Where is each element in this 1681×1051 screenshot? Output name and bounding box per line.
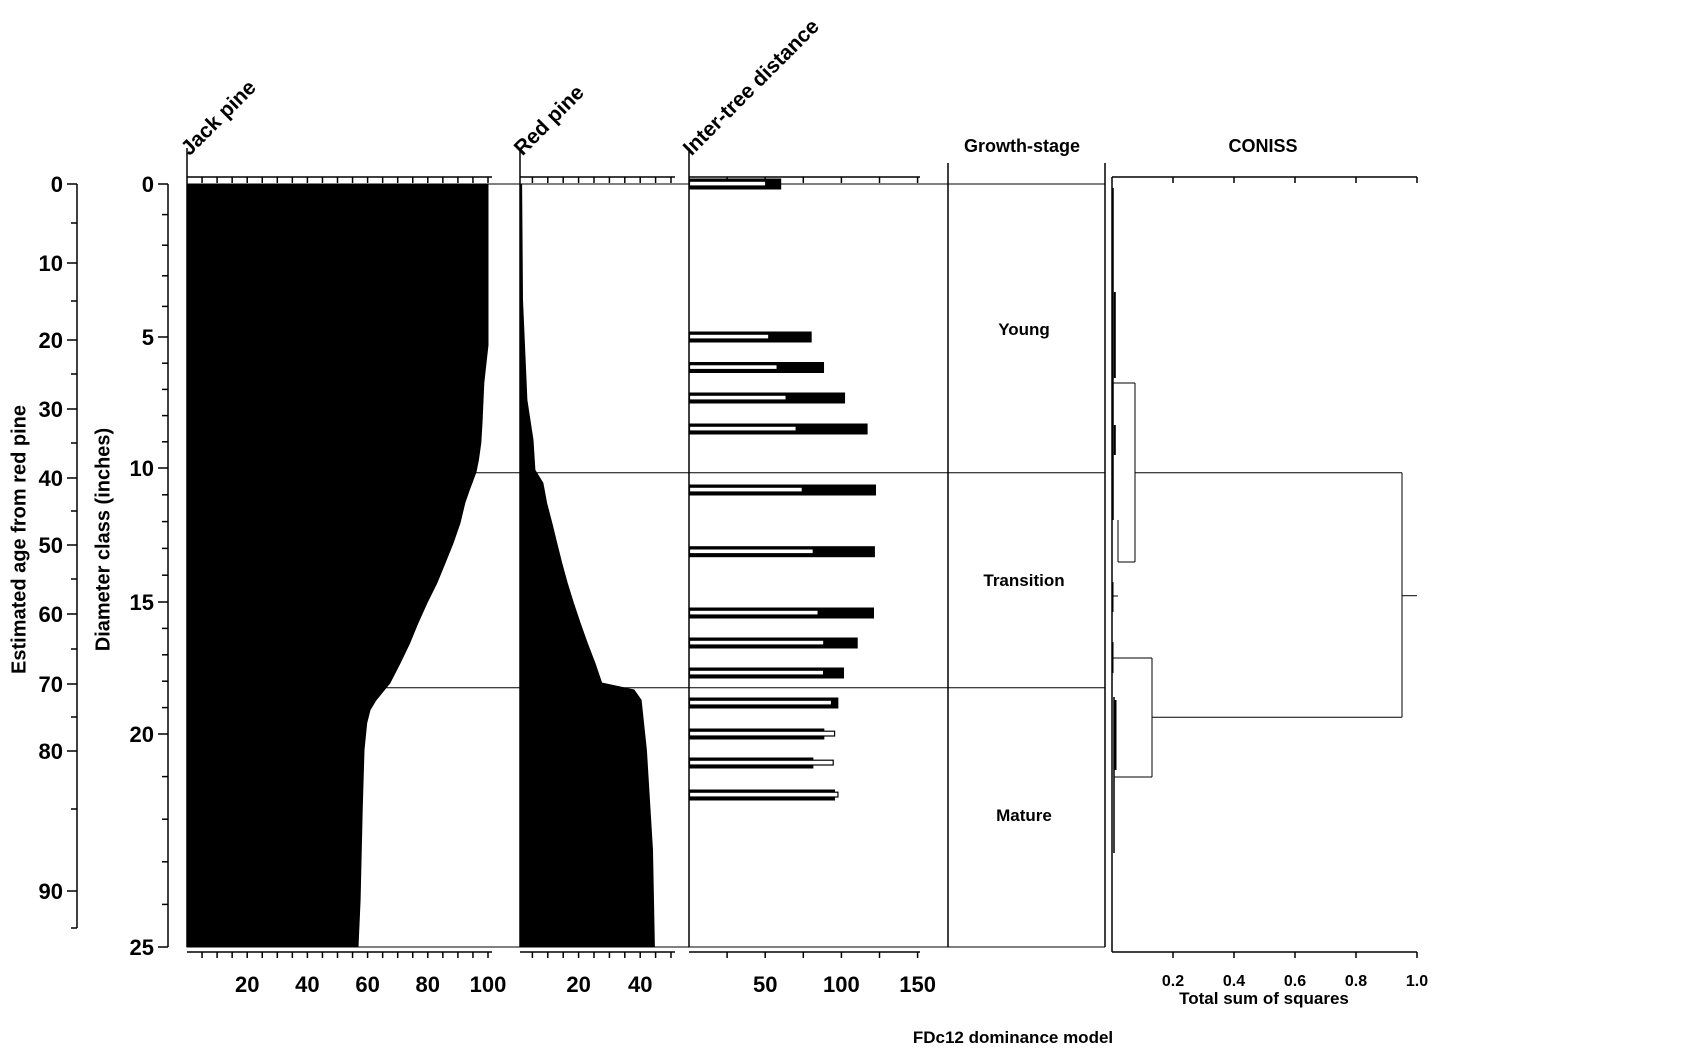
- red_pine-axis-number: 20: [566, 972, 590, 997]
- inter-tree-hollow-bar: [688, 759, 834, 766]
- inter-tree-hollow-bar: [688, 669, 825, 676]
- age-axis-tick-label: 60: [39, 602, 63, 627]
- jack_pine-axis-number: 100: [470, 972, 507, 997]
- diagram-caption: FDc12 dominance model: [912, 1028, 1114, 1047]
- inter_tree-axis-number: 50: [753, 972, 777, 997]
- jack_pine-axis-number: 20: [235, 972, 259, 997]
- inter-tree-hollow-bar: [688, 699, 833, 706]
- inter-tree-hollow-bar: [688, 486, 803, 493]
- red_pine-axis-number: 40: [628, 972, 652, 997]
- red_pine-silhouette: [519, 183, 655, 948]
- inter-tree-hollow-bar: [688, 791, 839, 798]
- diameter-axis-tick-label: 0: [142, 172, 154, 197]
- age-axis-tick-label: 0: [51, 172, 63, 197]
- inter_tree-axis-number: 100: [823, 972, 860, 997]
- age-axis-tick-label: 80: [39, 739, 63, 764]
- coniss-axis-number: 0.6: [1284, 973, 1306, 990]
- diameter-axis-tick-label: 5: [142, 325, 154, 350]
- jack_pine-silhouette: [186, 183, 489, 948]
- total-sum-of-squares-label: Total sum of squares: [1179, 989, 1349, 1008]
- age-axis-tick-label: 70: [39, 672, 63, 697]
- diameter-axis-tick-label: 10: [130, 456, 154, 481]
- age-axis-tick-label: 20: [39, 328, 63, 353]
- inter_tree-axis-number: 150: [899, 972, 936, 997]
- coniss-axis-number: 1.0: [1406, 973, 1428, 990]
- coniss-axis-number: 0.2: [1162, 973, 1184, 990]
- inter-tree-hollow-bar: [688, 180, 767, 187]
- age-axis-tick-label: 90: [39, 879, 63, 904]
- jack_pine-axis-number: 80: [416, 972, 440, 997]
- growth-stage-header: Growth-stage: [963, 136, 1080, 156]
- zone-label-transition: Transition: [983, 571, 1065, 590]
- inter-tree-hollow-bar: [688, 364, 778, 371]
- age-axis-title: Estimated age from red pine: [8, 405, 31, 674]
- diameter-axis-tick-label: 20: [130, 722, 154, 747]
- zone-label-young: Young: [998, 320, 1050, 339]
- age-axis-tick-label: 30: [39, 397, 63, 422]
- age-axis-tick-label: 40: [39, 466, 63, 491]
- inter-tree-hollow-bar: [688, 730, 836, 737]
- age-axis-tick-label: 10: [39, 251, 63, 276]
- diameter-axis-title: Diameter class (inches): [92, 427, 115, 652]
- diameter-axis-tick-label: 15: [130, 590, 154, 615]
- coniss-header: CONISS: [1228, 136, 1298, 156]
- jack_pine-axis-number: 40: [295, 972, 319, 997]
- inter-tree-hollow-bar: [688, 333, 770, 340]
- jack_pine-axis-number: 60: [355, 972, 379, 997]
- inter-tree-hollow-bar: [688, 425, 797, 432]
- coniss-axis-number: 0.4: [1223, 973, 1245, 990]
- inter-tree-hollow-bar: [688, 639, 825, 646]
- diameter-axis-tick-label: 25: [130, 935, 154, 960]
- inter-tree-hollow-bar: [688, 394, 787, 401]
- age-axis-tick-label: 50: [39, 533, 63, 558]
- zone-label-mature: Mature: [996, 806, 1052, 825]
- coniss-axis-number: 0.8: [1345, 973, 1367, 990]
- inter-tree-hollow-bar: [688, 548, 814, 555]
- inter-tree-hollow-bar: [688, 609, 819, 616]
